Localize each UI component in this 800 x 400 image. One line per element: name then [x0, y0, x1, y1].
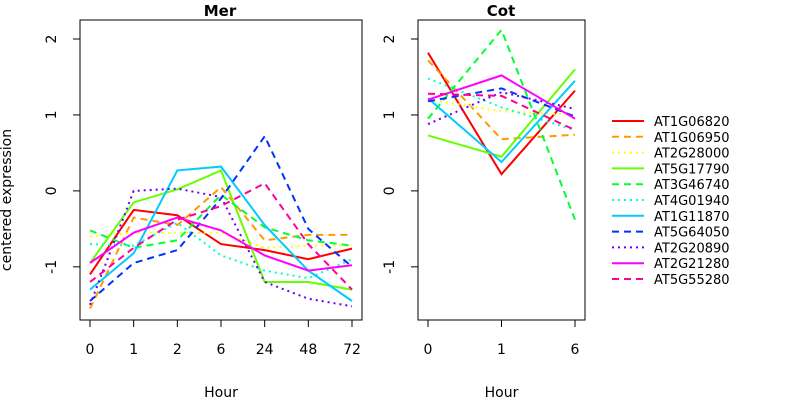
- legend-label: AT2G21280: [654, 257, 730, 272]
- series-line-at5g17790: [427, 68, 576, 158]
- x-tick-label: 1: [129, 342, 138, 358]
- series-line-at2g28000: [427, 98, 576, 116]
- y-tick-label: 0: [382, 186, 398, 195]
- panel-cot: Cot 0 1 6 Hour -1 0 1 2: [382, 2, 586, 400]
- legend-label: AT5G17790: [654, 162, 730, 177]
- series-line-at5g17790: [89, 169, 353, 291]
- legend-label: AT3G46740: [654, 178, 730, 193]
- series-line-at2g21280: [427, 74, 576, 120]
- legend-label: AT1G06820: [654, 115, 730, 130]
- x-axis-label: Hour: [485, 385, 519, 400]
- legend-label: AT2G28000: [654, 147, 730, 162]
- legend-label: AT1G06950: [654, 131, 730, 146]
- x-axis-label: Hour: [204, 385, 238, 400]
- y-tick-label: 0: [44, 186, 60, 195]
- series-line-at2g21280: [89, 216, 353, 272]
- series-line-at3g46740: [427, 27, 576, 221]
- y-tick-label: -1: [382, 260, 398, 274]
- series-line-at5g64050: [89, 134, 353, 302]
- series-line-at1g11870: [427, 80, 576, 164]
- y-tick-label: 1: [44, 110, 60, 119]
- panel-mer: Mer 0 1 2 6 24 48 72 Hour -1 0 1 2: [44, 2, 363, 400]
- legend-label: AT5G55280: [654, 273, 730, 288]
- x-tick-label: 0: [424, 342, 433, 358]
- x-tick-label: 24: [256, 342, 274, 358]
- y-tick-label: 1: [382, 110, 398, 119]
- series-line-at1g06950: [89, 185, 352, 310]
- x-tick-label: 0: [86, 342, 95, 358]
- legend-label: AT1G11870: [654, 210, 730, 225]
- series-line-at5g64050: [427, 87, 576, 118]
- plot-frame: [417, 19, 586, 321]
- series-line-at5g55280: [89, 182, 353, 291]
- x-tick-label: 2: [173, 342, 182, 358]
- legend-label: AT5G64050: [654, 226, 730, 241]
- panel-title-cot: Cot: [487, 2, 515, 20]
- series-line-at1g11870: [89, 165, 353, 302]
- series-line-at1g06950: [427, 59, 576, 141]
- y-tick-label: -1: [44, 260, 60, 274]
- series-line-at3g46740: [89, 193, 353, 249]
- series-line-at2g20890: [89, 187, 353, 308]
- series-line-at1g06820: [89, 208, 353, 275]
- y-axis-label: centered expression: [0, 129, 15, 271]
- x-tick-label: 48: [299, 342, 317, 358]
- series-line-at1g06820: [427, 52, 576, 176]
- series-line-at4g01940: [427, 77, 576, 132]
- legend-label: AT2G20890: [654, 241, 730, 256]
- legend-label: AT4G01940: [654, 194, 730, 209]
- x-tick-label: 6: [571, 342, 580, 358]
- x-tick-label: 72: [343, 342, 361, 358]
- x-tick-label: 6: [217, 342, 226, 358]
- y-tick-label: 2: [44, 35, 60, 44]
- y-tick-label: 2: [382, 35, 398, 44]
- legend: AT1G06820AT1G06950AT2G28000AT5G17790AT3G…: [612, 115, 730, 288]
- panel-title-mer: Mer: [204, 2, 237, 20]
- series-line-at4g01940: [89, 221, 353, 280]
- series-line-at5g55280: [427, 92, 576, 132]
- x-tick-label: 1: [497, 342, 506, 358]
